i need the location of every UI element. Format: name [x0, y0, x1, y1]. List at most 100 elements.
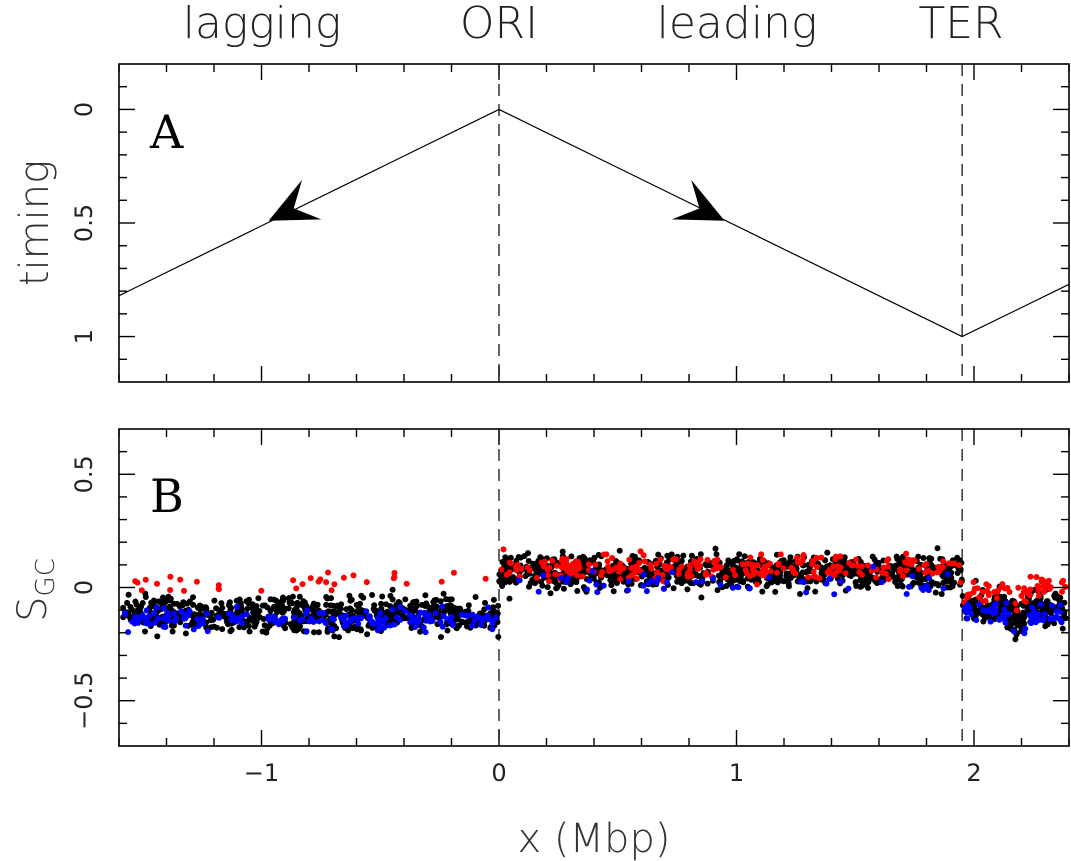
scatter-point — [956, 562, 962, 569]
scatter-point — [563, 561, 570, 568]
scatter-point — [369, 620, 376, 627]
scatter-point — [328, 587, 335, 594]
scatter-point — [774, 569, 780, 576]
scatter-point — [928, 562, 935, 569]
scatter-point — [742, 567, 749, 573]
scatter-point — [146, 621, 153, 627]
scatter-point — [994, 588, 1001, 595]
panel-b-ylabel-sub: GC — [31, 558, 61, 596]
scatter-point — [297, 617, 303, 624]
scatter-point — [657, 556, 664, 563]
panel-b-ylabel: SGC — [10, 558, 61, 622]
scatter-point — [493, 614, 500, 621]
scatter-point — [537, 554, 544, 561]
scatter-point — [544, 584, 551, 591]
scatter-point — [1006, 589, 1013, 595]
scatter-point — [353, 626, 360, 633]
scatter-point — [1021, 620, 1028, 627]
scatter-point — [733, 556, 740, 563]
scatter-point — [403, 580, 410, 587]
scatter-point — [297, 611, 304, 618]
scatter-point — [625, 578, 632, 585]
scatter-point — [1020, 615, 1027, 622]
scatter-point — [1036, 592, 1042, 599]
scatter-point — [985, 583, 992, 590]
scatter-point — [459, 619, 466, 626]
scatter-point — [909, 557, 916, 564]
scatter-point — [865, 579, 872, 586]
scatter-point — [669, 569, 676, 576]
scatter-point — [710, 566, 717, 573]
scatter-point — [138, 603, 145, 610]
scatter-point — [302, 610, 309, 617]
scatter-point — [447, 608, 454, 615]
scatter-point — [604, 558, 611, 565]
scatter-point — [779, 577, 786, 584]
scatter-point — [837, 553, 844, 560]
scatter-point — [747, 554, 754, 561]
ter-label: TER — [918, 0, 1003, 49]
leading-label: leading — [657, 0, 818, 49]
scatter-point — [586, 577, 593, 584]
scatter-point — [608, 582, 615, 589]
scatter-point — [552, 571, 559, 578]
scatter-point — [330, 616, 337, 623]
scatter-point — [293, 585, 300, 592]
scatter-point — [437, 598, 444, 605]
scatter-point — [851, 570, 857, 577]
direction-arrow — [268, 179, 322, 221]
scatter-point — [387, 592, 394, 599]
scatter-point — [593, 581, 600, 588]
scatter-point — [182, 630, 189, 637]
scatter-point — [525, 558, 532, 564]
scatter-point — [296, 593, 303, 600]
scatter-point — [635, 566, 642, 573]
scatter-point — [181, 611, 188, 618]
scatter-point — [885, 576, 892, 583]
scatter-point — [1057, 602, 1064, 609]
scatter-point — [574, 572, 581, 579]
scatter-point — [703, 570, 709, 576]
scatter-point — [496, 578, 503, 585]
scatter-point — [640, 571, 647, 578]
scatter-point — [951, 579, 958, 586]
scatter-point — [964, 591, 971, 598]
scatter-point — [725, 567, 732, 574]
scatter-point — [845, 585, 852, 592]
scatter-point — [810, 568, 817, 575]
scatter-point — [655, 574, 662, 581]
scatter-point — [1051, 614, 1058, 621]
scatter-point — [379, 593, 386, 600]
scatter-point — [547, 590, 554, 597]
scatter-point — [170, 610, 177, 617]
scatter-point — [440, 590, 447, 597]
scatter-point — [184, 600, 191, 607]
scatter-point — [1060, 577, 1067, 584]
scatter-point — [647, 561, 654, 568]
scatter-point — [507, 560, 514, 567]
scatter-point — [617, 560, 624, 567]
scatter-point — [357, 600, 363, 607]
scatter-point — [704, 556, 711, 563]
scatter-point — [572, 558, 579, 565]
scatter-point — [574, 588, 581, 594]
scatter-point — [259, 602, 266, 609]
scatter-point — [971, 597, 977, 604]
scatter-point — [814, 563, 820, 570]
scatter-point — [1018, 592, 1025, 599]
scatter-point — [581, 555, 588, 562]
scatter-point — [869, 553, 876, 560]
scatter-point — [980, 607, 987, 614]
scatter-point — [717, 581, 724, 588]
scatter-point — [289, 600, 296, 607]
scatter-point — [463, 623, 470, 630]
scatter-point — [437, 618, 444, 625]
scatter-point — [179, 602, 186, 609]
scatter-point — [592, 561, 599, 568]
scatter-point — [128, 606, 135, 613]
panel-b-y-tick-labels: 0.5 0 −0.5 — [70, 455, 98, 730]
scatter-point — [315, 629, 322, 636]
scatter-point — [1014, 622, 1021, 628]
scatter-point — [387, 617, 394, 624]
scatter-point — [276, 605, 283, 612]
